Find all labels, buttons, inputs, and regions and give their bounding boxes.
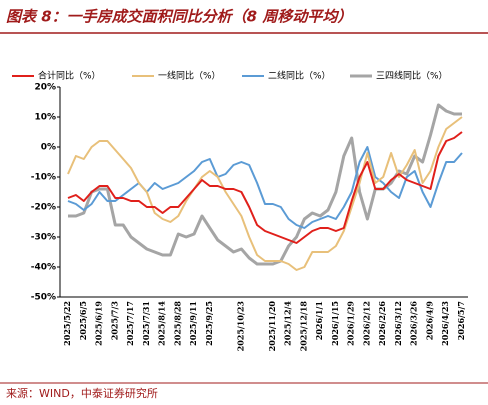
y-tick-label: 10%: [34, 113, 56, 123]
x-tick-label: 2025/6/5: [78, 301, 88, 340]
legend-label: 二线同比（%）: [268, 70, 331, 82]
x-tick-label: 2026/4/9: [424, 301, 434, 341]
legend-label: 三四线同比（%）: [376, 70, 448, 82]
y-tick-label: -30%: [31, 233, 56, 243]
x-tick-label: 2025/10/23: [235, 301, 245, 352]
y-tick-label: -10%: [31, 173, 56, 183]
y-tick-label: -50%: [31, 293, 56, 303]
x-tick-label: 2026/3/26: [409, 301, 419, 346]
x-tick-label: 2025/12/4: [283, 301, 293, 346]
x-tick-label: 2026/1/29: [346, 301, 356, 346]
x-tick-label: 2025/8/28: [172, 301, 182, 346]
x-tick-label: 2025/7/31: [141, 301, 151, 346]
x-tick-label: 2026/1/15: [330, 301, 340, 346]
y-tick-label: -20%: [31, 203, 56, 213]
chart-title: 图表 8：一手房成交面积同比分析（8 周移动平均）: [6, 8, 352, 26]
x-tick-label: 2026/4/23: [440, 301, 450, 346]
x-tick-label: 2025/9/11: [188, 301, 198, 346]
series-line: [67, 131, 463, 244]
x-tick-label: 2026/5/7: [456, 301, 466, 340]
x-tick-label: 2025/11/20: [267, 301, 277, 352]
x-tick-label: 2026/2/26: [377, 301, 387, 346]
x-tick-label: 2025/12/18: [298, 301, 308, 352]
x-tick-label: 2025/8/14: [157, 301, 167, 346]
x-tick-label: 2025/7/17: [125, 301, 135, 346]
x-tick-label: 2025/7/3: [109, 301, 119, 341]
y-tick-label: 20%: [34, 83, 56, 93]
x-tick-label: 2026/1/1: [314, 301, 324, 340]
y-tick-label: 0%: [41, 143, 56, 153]
x-tick-label: 2026/3/12: [393, 301, 403, 346]
x-tick-label: 2025/9/25: [204, 301, 214, 346]
series-line: [67, 146, 463, 229]
series-line: [68, 103, 462, 266]
x-tick-label: 2025/6/19: [94, 301, 104, 346]
x-tick-label: 2026/2/12: [361, 301, 371, 346]
legend-label: 一线同比（%）: [158, 70, 221, 82]
series-line: [67, 116, 463, 271]
source: 来源：WIND，中泰证券研究所: [6, 386, 158, 400]
y-tick-label: -40%: [31, 263, 56, 273]
legend-label: 合计同比（%）: [38, 70, 101, 82]
x-tick-label: 2025/5/22: [62, 301, 72, 346]
